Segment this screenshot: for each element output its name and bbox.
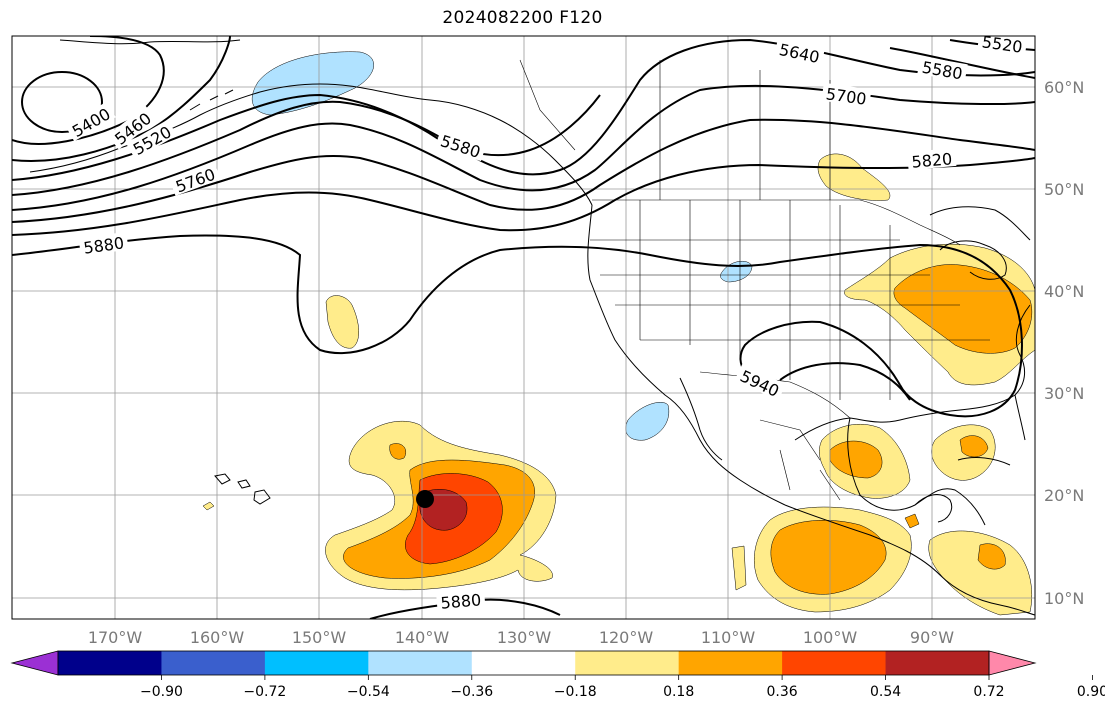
longitude-ticks: 170°W 160°W 150°W 140°W 130°W 120°W 110°… <box>88 628 954 647</box>
lat-tick: 60°N <box>1044 78 1084 97</box>
colorbar-tick-label: 0.90 <box>1077 684 1105 700</box>
lon-tick: 160°W <box>190 628 245 647</box>
height-contours <box>12 36 1035 619</box>
lat-tick: 10°N <box>1044 589 1084 608</box>
colorbar-tick-label: −0.72 <box>243 684 286 700</box>
map-area: 5400 5460 5520 5580 5640 5700 5760 5820 … <box>12 32 1035 619</box>
colorbar-segment <box>782 651 887 675</box>
colorbar-segment <box>368 651 473 675</box>
lon-tick: 130°W <box>497 628 552 647</box>
coast-hudson <box>929 206 1031 241</box>
colorbar-tick-label: −0.54 <box>347 684 390 700</box>
colorbar-extend-left <box>10 650 59 676</box>
positive-anomaly-central-america-mid <box>977 543 1006 570</box>
colorbar-tick-label: 0.36 <box>767 684 798 700</box>
colorbar-frame <box>57 650 990 676</box>
lon-tick: 120°W <box>599 628 654 647</box>
contour-5820 <box>12 157 1035 236</box>
lat-tick: 20°N <box>1044 486 1084 505</box>
colorbar-segment <box>161 651 266 675</box>
lon-tick: 170°W <box>88 628 143 647</box>
lon-tick: 140°W <box>395 628 450 647</box>
coast-great-lakes <box>939 240 1007 280</box>
positive-anomaly-mexico-pacific-mid <box>770 520 887 595</box>
state-lines <box>590 200 990 400</box>
coast-west-us <box>587 204 786 506</box>
positive-anomaly-gulf-small <box>904 513 920 529</box>
colorbar-tick-label: −0.36 <box>450 684 493 700</box>
contour-5760 <box>12 118 1035 223</box>
map-frame <box>11 35 1036 620</box>
colorbar-segments <box>58 651 990 675</box>
positive-anomaly-midwest-mid <box>893 264 1033 354</box>
colorbar-segment <box>264 651 369 675</box>
colorbar-segment <box>678 651 783 675</box>
us-mexico-border <box>699 371 851 419</box>
negative-anomaly-baja <box>625 402 670 441</box>
coast-baja <box>679 377 723 461</box>
colorbar: −0.90 −0.72 −0.54 −0.36 −0.18 0.18 0.36 0.54 0.7… <box>10 650 1105 700</box>
lat-tick: 40°N <box>1044 282 1084 301</box>
contour-5580-ne <box>889 47 1035 79</box>
lon-tick: 90°W <box>910 628 954 647</box>
positive-anomaly-thin-strip <box>731 545 747 591</box>
contour-label: 5520 <box>981 32 1024 56</box>
colorbar-tick-label: 0.72 <box>973 684 1004 700</box>
positive-anomaly-hawaii <box>202 501 215 511</box>
colorbar-tick-label: 0.18 <box>663 684 694 700</box>
colorbar-tick-label: −0.90 <box>140 684 183 700</box>
contour-5520 <box>12 36 231 162</box>
colorbar-segment <box>471 651 576 675</box>
lon-tick: 100°W <box>803 628 858 647</box>
coast-florida <box>1014 394 1026 441</box>
colorbar-tick-label: −0.18 <box>554 684 597 700</box>
colorbar-segment <box>575 651 680 675</box>
lat-tick: 50°N <box>1044 180 1084 199</box>
map-title: 2024082200 F120 <box>442 8 603 28</box>
colorbar-tick-label: 0.54 <box>870 684 901 700</box>
anomaly-shading <box>202 51 1035 616</box>
lon-tick: 150°W <box>292 628 347 647</box>
alaska-canada-border <box>519 59 576 151</box>
graticule <box>12 36 1035 619</box>
colorbar-segment <box>58 651 162 675</box>
positive-anomaly-caribbean-mid <box>959 435 989 458</box>
colorbar-ticks: −0.90 −0.72 −0.54 −0.36 −0.18 0.18 0.36 0.54 0.7… <box>140 675 1105 700</box>
positive-anomaly-gulf-mid <box>829 440 883 479</box>
storm-center-dot <box>416 490 434 508</box>
coast-mexico-pacific <box>784 504 1035 616</box>
latitude-ticks: 60°N 50°N 40°N 30°N 20°N 10°N <box>1044 78 1084 608</box>
coast-yucatan <box>914 494 953 523</box>
coast-hawaii <box>214 473 271 505</box>
colorbar-extend-right <box>988 650 1037 676</box>
lon-tick: 110°W <box>701 628 756 647</box>
contour-5400 <box>21 71 103 133</box>
contour-5460 <box>12 36 165 145</box>
contour-5880 <box>12 234 1023 418</box>
positive-anomaly-central-america <box>928 530 1033 616</box>
lat-tick: 30°N <box>1044 384 1084 403</box>
coast-aleutians <box>189 89 234 111</box>
coast-cuba <box>957 457 1011 466</box>
contour-5940 <box>739 320 911 401</box>
contour-label: 5880 <box>440 590 482 612</box>
mexico-states <box>759 419 841 501</box>
coast-mexico-gulf <box>847 417 986 526</box>
colorbar-segment <box>885 651 990 675</box>
positive-anomaly-pacific-small <box>325 295 359 349</box>
us-canada-border <box>592 199 961 246</box>
coast-alaska-north <box>59 39 241 45</box>
contour-label: 5820 <box>911 149 953 171</box>
contour-5640-west <box>12 38 1035 196</box>
